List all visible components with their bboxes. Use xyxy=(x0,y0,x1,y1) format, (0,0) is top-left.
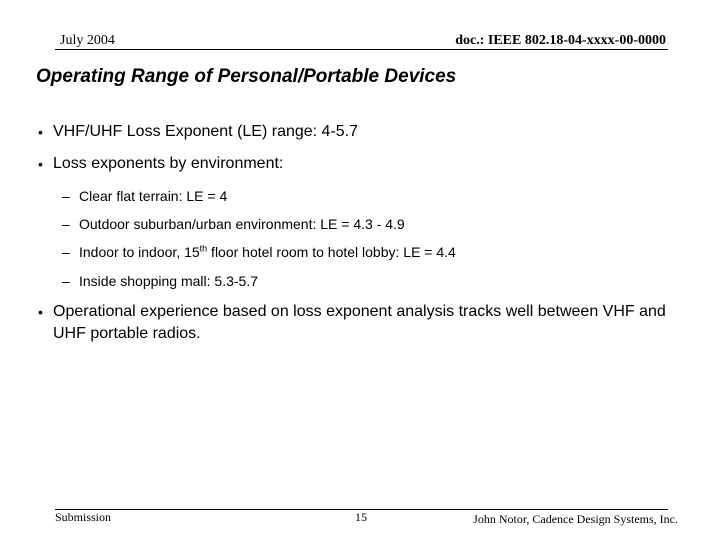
bullet-text: Loss exponents by environment: xyxy=(53,155,284,172)
bullet-text: Operational experience based on loss exp… xyxy=(53,303,666,342)
sub-bullet-text: Outdoor suburban/urban environment: LE =… xyxy=(79,216,405,232)
sub-bullet-item: – Inside shopping mall: 5.3-5.7 xyxy=(62,271,258,291)
sub-bullet-text-continued: floor hotel room to hotel lobby: LE = 4.… xyxy=(207,244,456,260)
ordinal-superscript: th xyxy=(199,243,208,254)
sub-bullet-dash: – xyxy=(62,273,70,289)
sub-bullet-item: – Indoor to indoor, 15th floor hotel room… xyxy=(62,242,456,262)
header-date: July 2004 xyxy=(60,33,115,48)
bullet-dot: • xyxy=(38,124,43,140)
footer-author: John Notor, Cadence Design Systems, Inc. xyxy=(473,512,678,526)
footer-divider xyxy=(55,509,668,510)
sub-bullet-text: Inside shopping mall: 5.3-5.7 xyxy=(79,273,258,289)
sub-bullet-dash: – xyxy=(62,244,70,260)
sub-bullet-text: Indoor to indoor, 15 xyxy=(79,244,200,260)
slide-title: Operating Range of Personal/Portable Dev… xyxy=(36,66,457,87)
bullet-dot: • xyxy=(38,156,43,172)
sub-bullet-dash: – xyxy=(62,216,70,232)
footer-submission: Submission xyxy=(55,510,112,524)
header-doc-id: doc.: IEEE 802.18-04-xxxx-00-0000 xyxy=(455,33,666,48)
sub-bullet-item: – Outdoor suburban/urban environment: LE … xyxy=(62,214,405,234)
bullet-text: VHF/UHF Loss Exponent (LE) range: 4-5.7 xyxy=(53,123,359,140)
header-divider xyxy=(55,49,668,50)
bullet-dot: • xyxy=(38,304,43,320)
sub-bullet-item: – Clear flat terrain: LE = 4 xyxy=(62,186,227,206)
sub-bullet-text: Clear flat terrain: LE = 4 xyxy=(79,188,228,204)
sub-bullet-dash: – xyxy=(62,188,70,204)
page-number: 15 xyxy=(355,510,367,524)
